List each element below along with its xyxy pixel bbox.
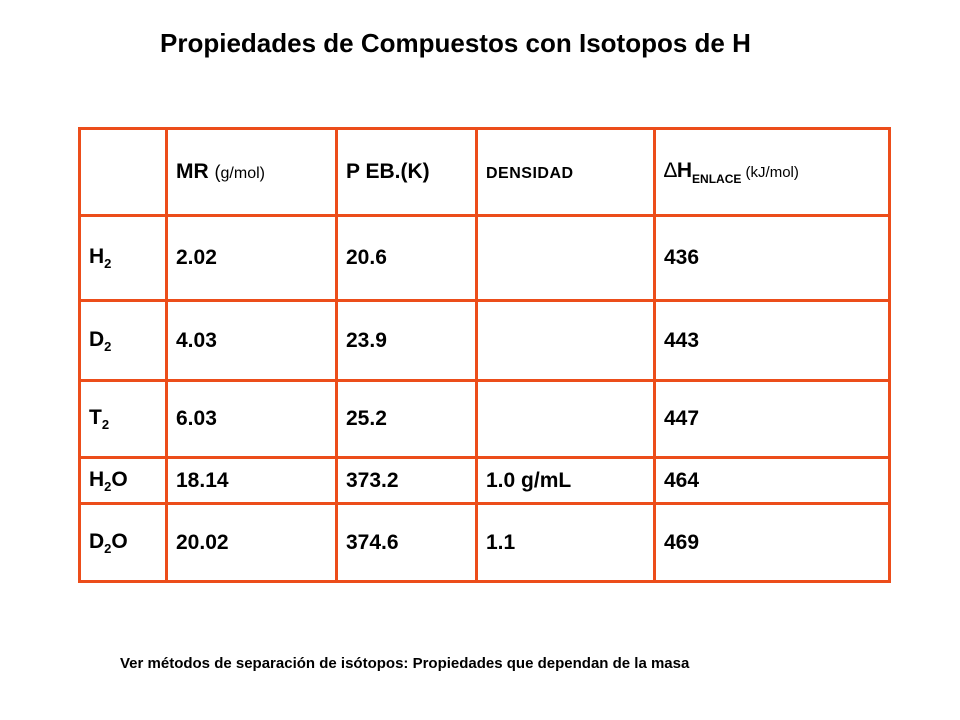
compound-subscript: 2	[104, 540, 112, 556]
compound-subscript: 2	[104, 338, 112, 354]
header-mr: MR (g/mol)	[165, 127, 338, 217]
densidad-cell: 1.1	[475, 502, 656, 583]
page-title: Propiedades de Compuestos con Isotopos d…	[160, 28, 751, 58]
compound-base: T	[89, 406, 102, 429]
header-mr-paren: (	[214, 162, 221, 182]
properties-table: MR (g/mol) P EB.(K) DENSIDAD ∆HENLACE (k…	[78, 127, 891, 583]
peb-cell: 373.2	[335, 456, 478, 505]
header-h-subscript: ENLACE	[692, 171, 742, 186]
mr-cell: 20.02	[165, 502, 338, 583]
compound-subscript: 2	[104, 478, 112, 494]
compound-cell: H2	[78, 214, 168, 302]
mr-cell: 2.02	[165, 214, 338, 302]
compound-base: D	[89, 529, 105, 553]
compound-cell: D2	[78, 299, 168, 382]
h-enlace-cell: 436	[653, 214, 891, 302]
densidad-cell	[475, 299, 656, 382]
compound-base: D	[89, 327, 105, 351]
h-enlace-cell: 447	[653, 379, 891, 459]
densidad-cell	[475, 379, 656, 459]
peb-cell: 23.9	[335, 299, 478, 382]
header-h-unit: (kJ/mol)	[741, 163, 799, 181]
header-peb-unit: (K)	[400, 160, 430, 183]
mr-cell: 18.14	[165, 456, 338, 505]
peb-cell: 374.6	[335, 502, 478, 583]
header-h-enlace: ∆HENLACE (kJ/mol)	[653, 127, 891, 217]
compound-subscript: 2	[104, 256, 112, 271]
header-peb: P EB.(K)	[335, 127, 478, 217]
footer-note: Ver métodos de separación de isótopos: P…	[120, 655, 690, 672]
table-row: D2O 20.02 374.6 1.1 469	[78, 502, 891, 583]
peb-cell: 20.6	[335, 214, 478, 302]
header-densidad-label: DENSIDAD	[486, 165, 574, 182]
mr-cell: 6.03	[165, 379, 338, 459]
table-header-row: MR (g/mol) P EB.(K) DENSIDAD ∆HENLACE (k…	[78, 127, 891, 217]
densidad-cell: 1.0 g/mL	[475, 456, 656, 505]
mr-cell: 4.03	[165, 299, 338, 382]
h-enlace-cell: 443	[653, 299, 891, 382]
compound-subscript: 2	[101, 417, 110, 432]
table-row: H2O 18.14 373.2 1.0 g/mL 464	[78, 456, 891, 505]
header-h-label: H	[676, 158, 693, 182]
header-peb-label: P EB.	[346, 160, 401, 183]
compound-suffix: O	[111, 467, 128, 491]
header-densidad: DENSIDAD	[475, 127, 656, 217]
table-row: H2 2.02 20.6 436	[78, 214, 891, 302]
compound-cell: D2O	[78, 502, 168, 583]
compound-cell: T2	[78, 379, 168, 459]
table-row: T2 6.03 25.2 447	[78, 379, 891, 459]
header-mr-unit: g/mol)	[220, 165, 265, 182]
delta-symbol: ∆	[664, 158, 677, 182]
header-mr-label: MR	[176, 160, 209, 183]
peb-cell: 25.2	[335, 379, 478, 459]
table-row: D2 4.03 23.9 443	[78, 299, 891, 382]
compound-base: H	[89, 467, 105, 491]
h-enlace-cell: 469	[653, 502, 891, 583]
densidad-cell	[475, 214, 656, 302]
corner-cell	[78, 127, 168, 217]
compound-base: H	[89, 245, 105, 268]
compound-cell: H2O	[78, 456, 168, 505]
compound-suffix: O	[111, 529, 128, 553]
h-enlace-cell: 464	[653, 456, 891, 505]
